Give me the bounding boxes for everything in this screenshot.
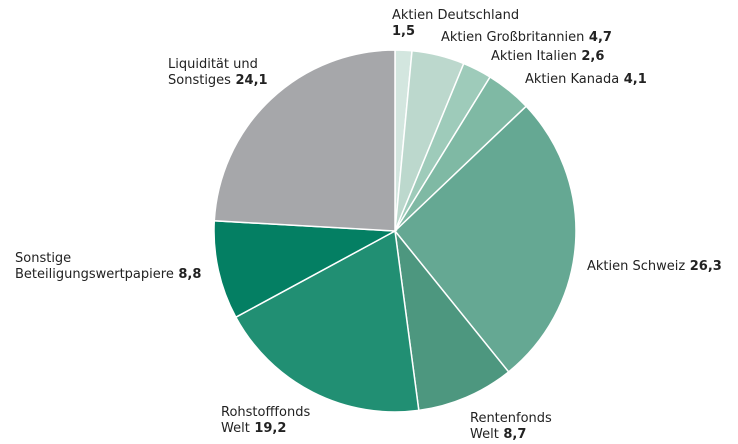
slice-label-sonstige-beteiligungswertpapiere: Sonstige Beteiligungswertpapiere 8,8	[15, 251, 201, 282]
slice-value: 2,6	[577, 49, 605, 64]
slice-label-line: Welt	[470, 427, 499, 442]
slice-label-line: Liquidität und	[168, 57, 258, 72]
slice-label-line: Aktien Italien	[491, 49, 577, 64]
slice-label-line: Aktien Großbritannien	[441, 30, 584, 45]
slice-label-aktien-deutschland: Aktien Deutschland 1,5	[392, 8, 519, 39]
slice-label-aktien-schweiz: Aktien Schweiz 26,3	[587, 259, 722, 274]
slice-label-line: Aktien Deutschland	[392, 8, 519, 23]
slice-value: 8,7	[499, 427, 527, 442]
slice-label-rohstofffonds-welt: Rohstofffonds Welt 19,2	[221, 405, 310, 436]
pie-slice-aktien-schweiz	[393, 105, 577, 373]
pie-slice-sonstige-beteiligungswertpapiere	[213, 219, 398, 319]
slice-label-line: Beteiligungswertpapiere	[15, 267, 174, 282]
slice-label-line: Welt	[221, 421, 250, 436]
slice-label-line: Aktien Schweiz	[587, 259, 685, 274]
slice-label-line: Sonstiges	[168, 73, 231, 88]
pie-slice-rentenfonds-welt	[393, 228, 510, 412]
pie-slice-liquiditaet-und-sonstiges	[213, 49, 396, 232]
slice-label-line: Rentenfonds	[470, 411, 552, 426]
slice-value: 19,2	[250, 421, 287, 436]
slice-label-rentenfonds-welt: Rentenfonds Welt 8,7	[470, 411, 552, 442]
pie-slices	[213, 49, 577, 413]
slice-value: 24,1	[231, 73, 268, 88]
slice-label-line: Rohstofffonds	[221, 405, 310, 420]
slice-value: 4,7	[584, 30, 612, 45]
slice-label-liquiditaet-und-sonstiges: Liquidität und Sonstiges 24,1	[168, 57, 268, 88]
slice-label-line: Aktien Kanada	[525, 72, 619, 87]
pie-slice-rohstofffonds-welt	[234, 229, 420, 413]
slice-label-line: Sonstige	[15, 251, 71, 266]
slice-label-aktien-italien: Aktien Italien 2,6	[491, 49, 604, 64]
slice-value: 8,8	[174, 267, 202, 282]
pie-labels: Aktien Deutschland 1,5 Aktien Großbritanni…	[15, 8, 722, 442]
slice-value: 1,5	[392, 24, 415, 39]
slice-label-aktien-kanada: Aktien Kanada 4,1	[525, 72, 647, 87]
slice-value: 4,1	[619, 72, 647, 87]
slice-value: 26,3	[685, 259, 722, 274]
slice-label-aktien-grossbritannien: Aktien Großbritannien 4,7	[441, 30, 612, 45]
